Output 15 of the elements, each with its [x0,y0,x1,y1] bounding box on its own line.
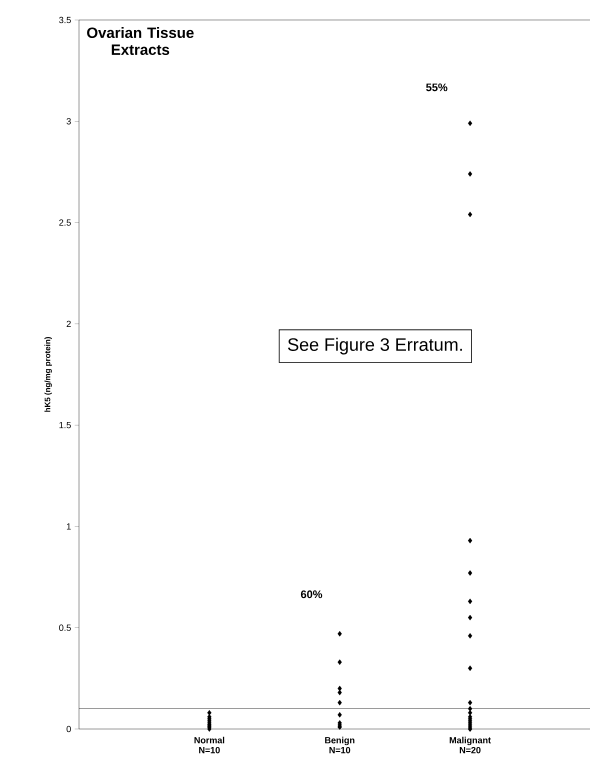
y-tick-label: 0 [66,726,71,732]
y-tick-label: 3 [66,118,71,124]
text: Ovarian Tissue Extracts [87,27,194,55]
y-tick-label: 2.5 [59,219,71,226]
y-tick-label: 1.5 [59,422,71,428]
y-tick-label: 0.5 [59,624,71,631]
annotation: 60% [300,590,322,598]
x-tick-label: Benign N=10 [325,736,354,754]
y-tick-label: 1 [66,523,71,530]
annotation: 55% [426,83,448,92]
y-tick-label: 2 [66,320,71,327]
y-tick-label: 3.5 [59,16,71,24]
x-tick-label: Malignant N=20 [450,736,491,754]
annotation: See Figure 3 Erratum. [288,338,462,354]
x-tick-label: Normal N=10 [194,736,224,754]
